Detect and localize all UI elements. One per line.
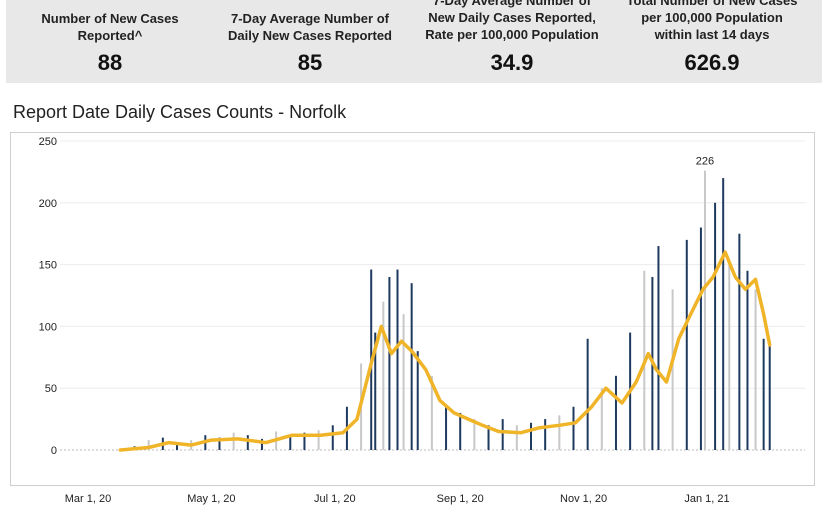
y-tick-label: 100 bbox=[39, 321, 57, 333]
daily-case-bar bbox=[515, 425, 518, 450]
stats-banner: Number of New Cases Reported^ 88 7-Day A… bbox=[6, 0, 822, 83]
daily-case-bar bbox=[501, 419, 504, 450]
daily-case-bar bbox=[410, 283, 413, 450]
daily-case-bar bbox=[473, 419, 476, 450]
daily-case-bar bbox=[738, 233, 741, 450]
daily-case-bar bbox=[714, 202, 717, 450]
x-tick-label: May 1, 20 bbox=[187, 493, 235, 505]
daily-case-bar bbox=[232, 432, 235, 450]
daily-case-bar bbox=[445, 406, 448, 450]
seven-day-average-line bbox=[118, 250, 772, 452]
y-tick-label: 0 bbox=[51, 445, 57, 457]
daily-case-bar bbox=[317, 430, 320, 450]
daily-case-bar bbox=[396, 269, 399, 450]
x-tick-label: Jan 1, 21 bbox=[684, 493, 729, 505]
daily-case-bar bbox=[544, 419, 547, 450]
daily-case-bar bbox=[331, 425, 334, 450]
stat-label: Total Number of New Cases per 100,000 Po… bbox=[626, 0, 798, 42]
daily-case-bar bbox=[430, 375, 433, 450]
daily-case-bar bbox=[374, 332, 377, 450]
daily-case-bar bbox=[703, 170, 706, 450]
x-tick-label: Jul 1, 20 bbox=[314, 493, 356, 505]
daily-case-bar bbox=[459, 412, 462, 450]
stat-label: 7-Day Average Number of New Daily Cases … bbox=[425, 0, 599, 42]
daily-case-bar bbox=[382, 301, 385, 450]
daily-case-bar bbox=[416, 351, 419, 450]
daily-case-bar bbox=[586, 338, 589, 450]
daily-case-bar bbox=[600, 388, 603, 450]
daily-case-bar bbox=[246, 435, 249, 450]
stat-value: 34.9 bbox=[490, 50, 534, 75]
daily-case-bar bbox=[699, 227, 702, 450]
stat-value: 85 bbox=[297, 50, 323, 75]
daily-case-bar bbox=[728, 264, 731, 450]
daily-case-bar bbox=[530, 422, 533, 450]
daily-case-bar bbox=[722, 178, 725, 450]
daily-case-bar bbox=[746, 270, 749, 450]
x-tick-label: Mar 1, 20 bbox=[65, 493, 111, 505]
daily-case-bar bbox=[218, 437, 221, 450]
stat-label: 7-Day Average Number of Daily New Cases … bbox=[227, 11, 392, 43]
x-tick-label: Nov 1, 20 bbox=[560, 493, 607, 505]
y-tick-label: 50 bbox=[45, 383, 57, 395]
y-tick-label: 200 bbox=[39, 198, 57, 210]
stat-value: 88 bbox=[97, 50, 123, 75]
x-tick-label: Sep 1, 20 bbox=[437, 493, 484, 505]
daily-case-bar bbox=[768, 341, 771, 450]
daily-case-bar bbox=[487, 425, 490, 450]
daily-case-bar bbox=[754, 289, 757, 450]
daily-case-bar bbox=[558, 415, 561, 450]
daily-case-bar bbox=[260, 438, 263, 450]
plot-frame bbox=[10, 132, 815, 486]
daily-case-bar bbox=[176, 442, 179, 450]
chart-title: Report Date Daily Cases Counts - Norfolk bbox=[13, 102, 347, 122]
daily-case-bar bbox=[685, 239, 688, 450]
stat-value: 626.9 bbox=[684, 50, 740, 75]
daily-case-bar bbox=[303, 432, 306, 450]
daily-case-bar bbox=[657, 246, 660, 450]
daily-case-bar bbox=[572, 406, 575, 450]
daily-case-bar bbox=[614, 375, 617, 450]
daily-case-bar bbox=[402, 314, 405, 450]
peak-annotation: 226 bbox=[696, 156, 714, 168]
daily-case-bar bbox=[671, 289, 674, 450]
daily-case-bar bbox=[388, 276, 391, 450]
y-tick-label: 150 bbox=[39, 260, 57, 272]
y-tick-label: 250 bbox=[39, 136, 57, 148]
daily-case-bar bbox=[289, 435, 292, 450]
daily-case-bar bbox=[762, 338, 765, 450]
daily-case-bar bbox=[147, 440, 150, 450]
stat-label: Number of New Cases Reported^ bbox=[41, 11, 179, 43]
